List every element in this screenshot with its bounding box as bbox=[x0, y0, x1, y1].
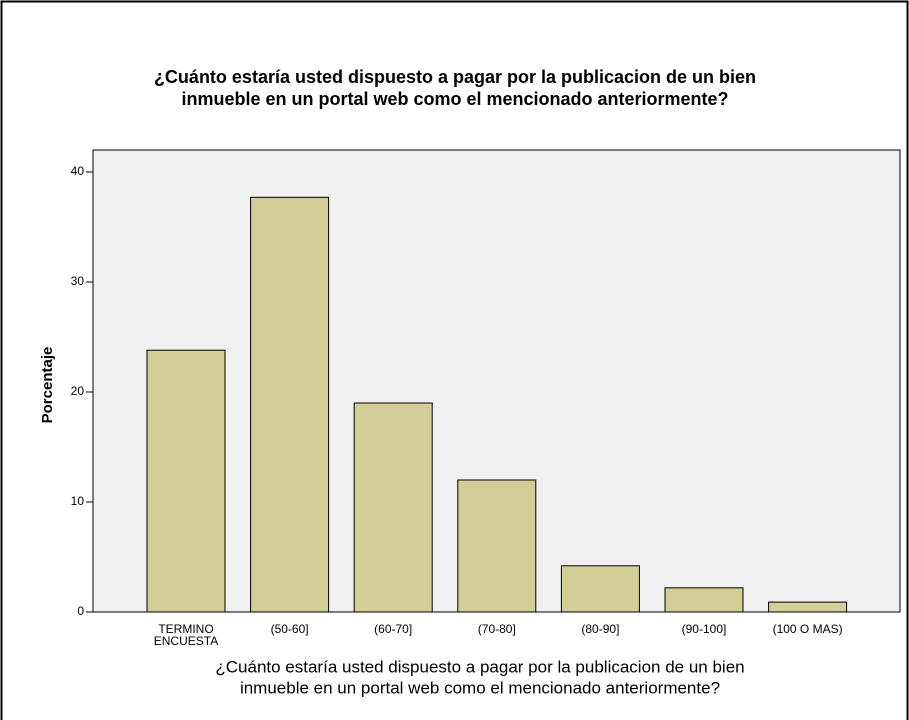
bar bbox=[146, 349, 226, 613]
bar bbox=[664, 587, 744, 613]
x-tick-label: TERMINO ENCUESTA bbox=[154, 622, 218, 648]
x-tick-label: (70-80] bbox=[478, 622, 516, 636]
y-tick-label: 40 bbox=[71, 164, 85, 178]
y-tick-label: 20 bbox=[71, 384, 85, 398]
x-axis-label: inmueble en un portal web como el mencio… bbox=[240, 678, 720, 697]
bar bbox=[353, 402, 433, 613]
x-tick-label: (50-60] bbox=[271, 622, 309, 636]
bar bbox=[250, 196, 330, 613]
x-tick-label: (100 O MAS) bbox=[773, 622, 843, 636]
chart-title: ¿Cuánto estaría usted dispuesto a pagar … bbox=[154, 67, 756, 87]
bar bbox=[457, 479, 537, 613]
y-tick-label: 30 bbox=[71, 274, 85, 288]
y-axis-label: Porcentaje bbox=[39, 347, 56, 424]
chart-title: inmueble en un portal web como el mencio… bbox=[181, 89, 728, 109]
y-tick-label: 10 bbox=[71, 494, 85, 508]
x-tick-label: (60-70] bbox=[374, 622, 412, 636]
x-axis-label: ¿Cuánto estaría usted dispuesto a pagar … bbox=[215, 657, 744, 676]
x-tick-label: (80-90] bbox=[581, 622, 619, 636]
y-tick-label: 0 bbox=[77, 604, 84, 618]
x-tick-label: (90-100] bbox=[682, 622, 727, 636]
bar bbox=[560, 565, 640, 613]
bar bbox=[768, 601, 848, 613]
